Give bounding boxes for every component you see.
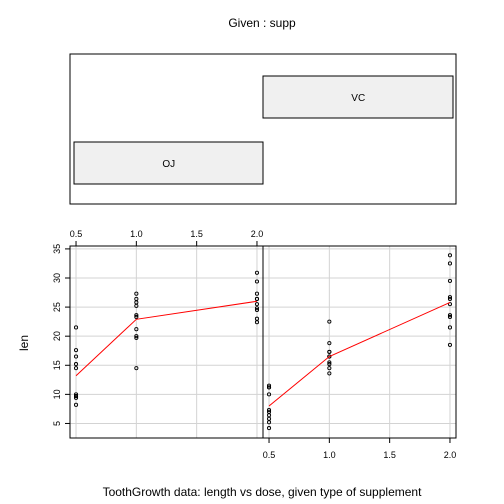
x-tick-label-top: 1.0: [130, 229, 143, 239]
data-point: [73, 402, 79, 407]
data-point: [266, 392, 272, 397]
x-tick-label-bottom: 1.5: [383, 450, 396, 460]
x-tick-label-top: 1.5: [190, 229, 203, 239]
data-point: [254, 306, 260, 311]
data-point: [447, 261, 453, 266]
data-point: [254, 279, 260, 284]
panel-frame: [69, 245, 264, 439]
y-tick-label: 35: [52, 244, 62, 254]
given-bar-oj: [73, 141, 264, 185]
data-point: [254, 316, 260, 321]
data-point: [254, 291, 260, 296]
panel-vc: [262, 245, 457, 439]
data-point: [327, 362, 332, 367]
data-point: [134, 327, 139, 332]
data-point: [134, 291, 139, 296]
data-point: [254, 307, 260, 313]
data-point: [73, 366, 79, 371]
data-point: [266, 426, 272, 431]
data-point: [327, 371, 332, 376]
data-point: [447, 313, 453, 318]
data-point: [327, 349, 332, 354]
y-tick-label: 5: [52, 421, 62, 426]
data-point: [447, 314, 453, 320]
smoother-line: [75, 300, 258, 377]
given-bar-label-oj: OJ: [162, 159, 175, 170]
y-tick-label: 15: [52, 360, 62, 370]
axes: 0.5 1.0 1.5 2.0 0.5 1.0 1.5 2.0 5 10 15 20 25 30 35: [52, 229, 456, 460]
data-point: [327, 366, 332, 371]
data-point: [266, 409, 272, 414]
x-tick-label-bottom: 1.0: [323, 450, 336, 460]
given-panel: OJ VC: [69, 53, 457, 205]
data-point: [327, 341, 332, 346]
x-tick-label-bottom: 2.0: [444, 450, 457, 460]
data-point: [134, 313, 139, 318]
y-tick-label: 10: [52, 389, 62, 399]
data-point: [266, 385, 272, 390]
data-point: [447, 296, 453, 301]
data-point: [134, 366, 139, 371]
smoother-line: [268, 301, 451, 407]
data-point: [447, 325, 453, 330]
panel-oj: [69, 245, 264, 439]
given-title: Given : supp: [228, 16, 296, 30]
data-point: [327, 319, 332, 324]
data-point: [447, 253, 453, 258]
data-point: [134, 300, 139, 305]
given-bar-label-vc: VC: [351, 93, 365, 104]
data-point: [134, 334, 139, 339]
data-point: [327, 354, 332, 359]
y-tick-label: 20: [52, 331, 62, 341]
data-point: [447, 342, 453, 347]
y-tick-label: 25: [52, 302, 62, 312]
data-point: [73, 325, 79, 330]
x-axis-label: ToothGrowth data: length vs dose, given …: [103, 485, 423, 499]
data-point: [73, 362, 79, 367]
x-tick-label-top: 2.0: [251, 229, 264, 239]
data-point: [73, 395, 79, 400]
data-point: [134, 314, 139, 320]
y-tick-label: 30: [52, 273, 62, 283]
data-point: [254, 270, 260, 275]
x-tick-label-bottom: 0.5: [263, 450, 276, 460]
data-point: [254, 302, 260, 307]
data-point: [73, 348, 79, 353]
data-point: [254, 296, 260, 301]
scatter-panels: [69, 245, 457, 439]
data-point: [266, 408, 272, 413]
data-point: [134, 335, 139, 340]
data-point: [266, 420, 272, 425]
data-point: [327, 360, 332, 365]
data-point: [447, 278, 453, 283]
x-tick-label-top: 0.5: [70, 229, 83, 239]
data-point: [266, 383, 272, 388]
given-bar-vc: [262, 75, 454, 119]
y-axis-label: len: [17, 335, 31, 351]
data-point: [73, 394, 79, 399]
panel-frame: [262, 245, 457, 439]
data-point: [73, 354, 79, 359]
data-point: [447, 295, 453, 300]
